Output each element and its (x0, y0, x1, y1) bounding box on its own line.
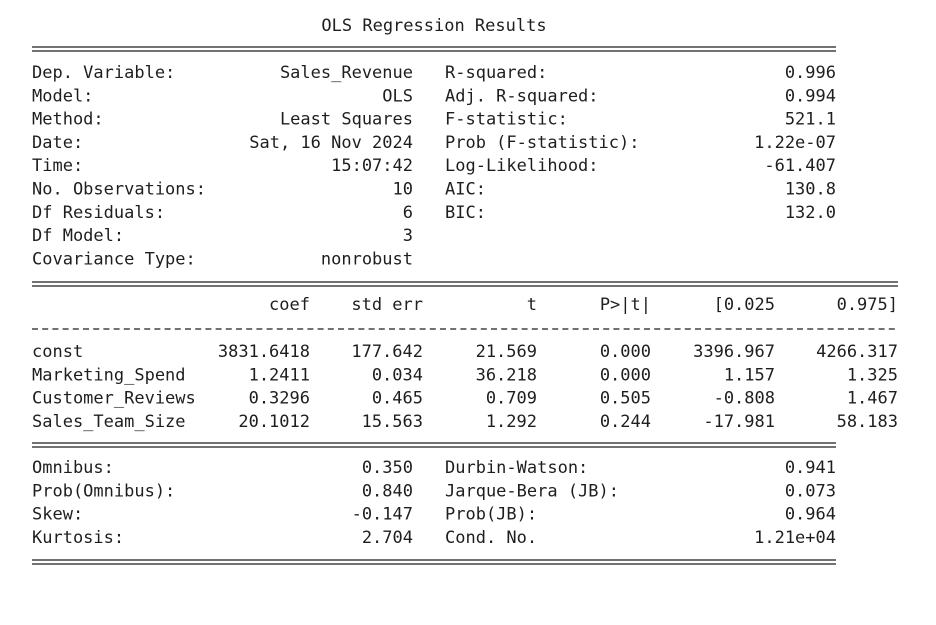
coef-cell: 0.244 (600, 412, 651, 432)
stat-value: 0.964 (785, 505, 836, 525)
stat-value: 130.8 (785, 180, 836, 200)
stat-value: -61.407 (764, 156, 836, 176)
stat-value: 10 (393, 180, 413, 200)
coef-cell: 0.709 (486, 389, 537, 409)
stat-value: 0.994 (785, 86, 836, 106)
coef-cell: 0.000 (600, 365, 651, 385)
stat-value: Sat, 16 Nov 2024 (249, 133, 413, 153)
coef-cell: -0.808 (714, 389, 775, 409)
stat-label: Date: (32, 133, 83, 153)
column-header: P>|t| (600, 295, 651, 315)
stat-label: Log-Likelihood: (445, 156, 599, 176)
variable-name: Sales_Team_Size (32, 412, 186, 432)
stat-label: BIC: (445, 203, 486, 223)
stat-label: Df Residuals: (32, 203, 165, 223)
stat-label: Kurtosis: (32, 528, 124, 548)
coef-cell: 1.467 (847, 389, 898, 409)
variable-name: Customer_Reviews (32, 389, 196, 409)
column-header: [0.025 (714, 295, 775, 315)
stat-label: AIC: (445, 180, 486, 200)
stat-value: -0.147 (352, 505, 413, 525)
stat-label: No. Observations: (32, 180, 206, 200)
stat-value: 0.996 (785, 63, 836, 83)
stat-value: OLS (382, 86, 413, 106)
stat-label: Prob(Omnibus): (32, 481, 175, 501)
stat-label: Time: (32, 156, 83, 176)
stat-label: Prob (F-statistic): (445, 133, 639, 153)
stat-label: Cond. No. (445, 528, 537, 548)
coef-cell: 1.292 (486, 412, 537, 432)
stat-label: Method: (32, 110, 104, 130)
stat-label: Covariance Type: (32, 249, 196, 269)
coef-cell: 0.3296 (249, 389, 310, 409)
coef-cell: 4266.317 (816, 342, 898, 362)
column-header: t (527, 295, 537, 315)
coef-cell: 1.157 (724, 365, 775, 385)
coef-cell: 3396.967 (693, 342, 775, 362)
coef-cell: -17.981 (703, 412, 775, 432)
stat-label: Prob(JB): (445, 505, 537, 525)
coef-cell: 1.325 (847, 365, 898, 385)
stat-value: Sales_Revenue (280, 63, 413, 83)
stat-label: Omnibus: (32, 458, 114, 478)
coef-cell: 21.569 (476, 342, 537, 362)
stat-label: F-statistic: (445, 110, 568, 130)
coef-cell: 1.2411 (249, 365, 310, 385)
stat-label: Df Model: (32, 226, 124, 246)
stat-label: Dep. Variable: (32, 63, 175, 83)
coef-cell: 0.000 (600, 342, 651, 362)
column-header: 0.975] (837, 295, 898, 315)
stat-value: 3 (403, 226, 413, 246)
stat-value: 6 (403, 203, 413, 223)
column-header: coef (269, 295, 310, 315)
variable-name: Marketing_Spend (32, 365, 186, 385)
stat-value: 1.22e-07 (754, 133, 836, 153)
coef-cell: 177.642 (351, 342, 423, 362)
title: OLS Regression Results (321, 16, 546, 36)
stat-value: 0.941 (785, 458, 836, 478)
coef-cell: 20.1012 (238, 412, 310, 432)
stat-value: 132.0 (785, 203, 836, 223)
coef-cell: 58.183 (837, 412, 898, 432)
stat-value: 1.21e+04 (754, 528, 836, 548)
stat-value: 15:07:42 (331, 156, 413, 176)
stat-value: 521.1 (785, 110, 836, 130)
stat-value: 2.704 (362, 528, 413, 548)
stat-value: 0.073 (785, 481, 836, 501)
coef-cell: 0.465 (372, 389, 423, 409)
stat-label: Durbin-Watson: (445, 458, 588, 478)
stat-value: Least Squares (280, 110, 413, 130)
coef-cell: 36.218 (476, 365, 537, 385)
stat-value: 0.840 (362, 481, 413, 501)
coef-cell: 15.563 (362, 412, 423, 432)
stat-label: R-squared: (445, 63, 547, 83)
variable-name: const (32, 342, 83, 362)
stat-label: Jarque-Bera (JB): (445, 481, 619, 501)
coef-cell: 3831.6418 (218, 342, 310, 362)
column-header: std err (351, 295, 423, 315)
stat-label: Model: (32, 86, 93, 106)
stat-value: nonrobust (321, 249, 413, 269)
coef-cell: 0.034 (372, 365, 423, 385)
stat-value: 0.350 (362, 458, 413, 478)
stat-label: Skew: (32, 505, 83, 525)
coef-cell: 0.505 (600, 389, 651, 409)
stat-label: Adj. R-squared: (445, 86, 599, 106)
